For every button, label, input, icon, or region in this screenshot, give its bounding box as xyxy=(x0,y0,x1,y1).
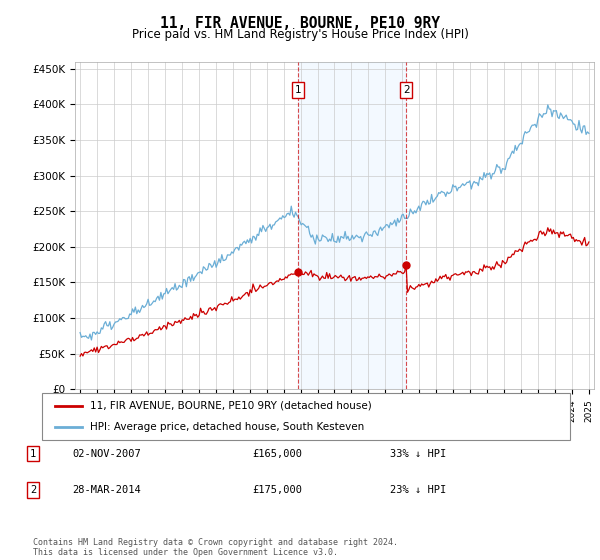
Bar xyxy=(298,62,406,389)
Text: £165,000: £165,000 xyxy=(252,449,302,459)
Text: 11, FIR AVENUE, BOURNE, PE10 9RY (detached house): 11, FIR AVENUE, BOURNE, PE10 9RY (detach… xyxy=(89,400,371,410)
Text: Price paid vs. HM Land Registry's House Price Index (HPI): Price paid vs. HM Land Registry's House … xyxy=(131,28,469,41)
Text: 28-MAR-2014: 28-MAR-2014 xyxy=(72,485,141,495)
Text: 23% ↓ HPI: 23% ↓ HPI xyxy=(390,485,446,495)
Text: 2: 2 xyxy=(403,85,410,95)
Text: HPI: Average price, detached house, South Kesteven: HPI: Average price, detached house, Sout… xyxy=(89,422,364,432)
Text: £175,000: £175,000 xyxy=(252,485,302,495)
Text: Contains HM Land Registry data © Crown copyright and database right 2024.
This d: Contains HM Land Registry data © Crown c… xyxy=(33,538,398,557)
Text: 11, FIR AVENUE, BOURNE, PE10 9RY: 11, FIR AVENUE, BOURNE, PE10 9RY xyxy=(160,16,440,31)
Text: 2: 2 xyxy=(30,485,36,495)
Text: 1: 1 xyxy=(295,85,301,95)
Text: 33% ↓ HPI: 33% ↓ HPI xyxy=(390,449,446,459)
Text: 1: 1 xyxy=(30,449,36,459)
Text: 02-NOV-2007: 02-NOV-2007 xyxy=(72,449,141,459)
